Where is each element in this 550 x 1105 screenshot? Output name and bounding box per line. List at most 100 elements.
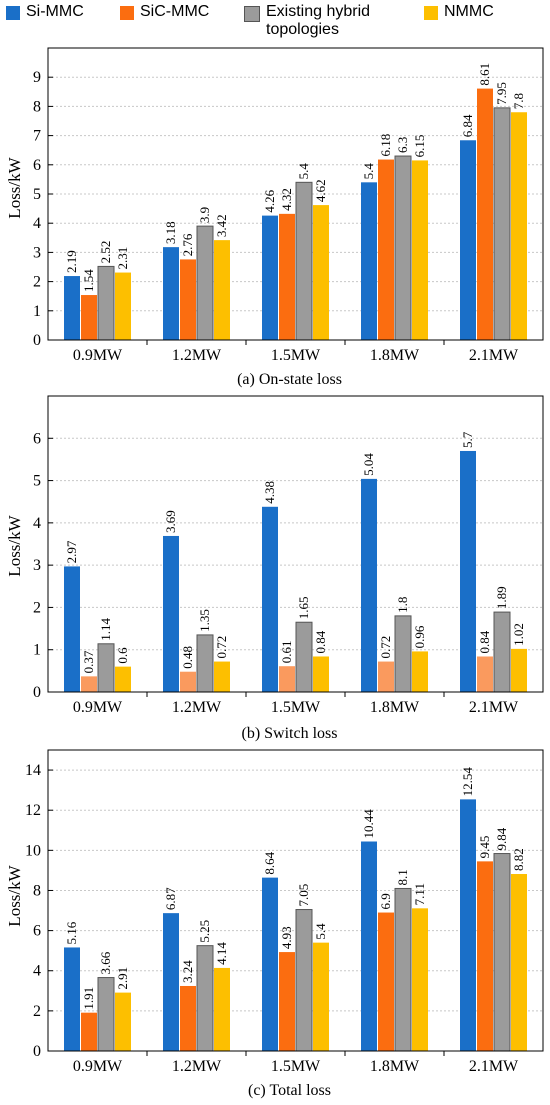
- x-tick-label-1-5mw: 1.5MW: [271, 1058, 321, 1075]
- data-label-sic-mmc-1-8mw: 6.9: [378, 893, 393, 909]
- data-label-nmmc-2-1mw: 7.8: [511, 93, 526, 109]
- bar-sic-mmc-1-5mw: [279, 952, 295, 1051]
- bar-sic-mmc-0-9mw: [81, 295, 97, 340]
- data-label-si-mmc-1-5mw: 4.38: [262, 481, 277, 504]
- data-label-sic-mmc-0-9mw: 0.37: [81, 650, 96, 673]
- x-tick-label-1-8mw: 1.8MW: [370, 699, 420, 716]
- bar-si-mmc-0-9mw: [64, 566, 80, 692]
- bar-nmmc-1-2mw: [214, 661, 230, 692]
- data-label-si-mmc-1-8mw: 5.4: [361, 163, 376, 180]
- y-tick-label: 4: [33, 515, 41, 532]
- data-label-nmmc-1-2mw: 0.72: [214, 636, 229, 659]
- y-tick-label: 5: [33, 186, 41, 203]
- data-label-sic-mmc-1-8mw: 6.18: [378, 134, 393, 157]
- data-label-existing-hybrid-topologies-1-2mw: 3.9: [197, 207, 212, 223]
- x-tick-label-2-1mw: 2.1MW: [469, 699, 519, 716]
- data-label-sic-mmc-1-5mw: 0.61: [279, 640, 294, 663]
- y-tick-label: 3: [33, 244, 41, 261]
- y-tick-label: 1: [33, 303, 41, 320]
- bar-sic-mmc-1-8mw: [378, 159, 394, 340]
- legend-item-nmmc: NMMC: [424, 3, 494, 21]
- data-label-existing-hybrid-topologies-0-9mw: 2.52: [98, 241, 113, 264]
- bar-si-mmc-1-8mw: [361, 182, 377, 340]
- bar-sic-mmc-0-9mw: [81, 1012, 97, 1051]
- data-label-sic-mmc-2-1mw: 9.45: [477, 836, 492, 859]
- bar-sic-mmc-2-1mw: [477, 88, 493, 340]
- data-label-existing-hybrid-topologies-0-9mw: 1.14: [98, 618, 113, 641]
- bar-nmmc-1-8mw: [412, 160, 428, 340]
- bar-nmmc-1-8mw: [412, 908, 428, 1051]
- bar-si-mmc-2-1mw: [460, 140, 476, 340]
- data-label-sic-mmc-1-2mw: 3.24: [180, 960, 195, 983]
- data-label-sic-mmc-1-2mw: 0.48: [180, 646, 195, 669]
- bar-sic-mmc-1-2mw: [180, 259, 196, 340]
- x-tick-label-1-2mw: 1.2MW: [172, 347, 222, 364]
- y-tick-label: 6: [33, 430, 41, 447]
- data-label-sic-mmc-1-5mw: 4.93: [279, 926, 294, 949]
- x-tick-label-0-9mw: 0.9MW: [73, 347, 123, 364]
- data-label-existing-hybrid-topologies-1-2mw: 5.25: [197, 920, 212, 943]
- y-axis-label: Loss/kW: [5, 514, 24, 576]
- bar-existing-hybrid-topologies-1-2mw: [196, 225, 214, 341]
- data-label-nmmc-1-5mw: 4.62: [313, 179, 328, 202]
- bar-si-mmc-2-1mw: [460, 799, 476, 1051]
- data-label-sic-mmc-2-1mw: 0.84: [477, 630, 492, 653]
- data-label-si-mmc-2-1mw: 6.84: [460, 114, 475, 137]
- y-tick-label: 9: [33, 69, 41, 86]
- bar-sic-mmc-1-8mw: [378, 912, 394, 1051]
- bar-existing-hybrid-topologies-0-9mw: [97, 265, 115, 341]
- bar-nmmc-0-9mw: [115, 992, 131, 1051]
- bar-existing-hybrid-topologies-2-1mw: [493, 107, 511, 341]
- x-tick-label-0-9mw: 0.9MW: [73, 1058, 123, 1075]
- y-tick-label: 8: [33, 98, 41, 115]
- data-label-existing-hybrid-topologies-1-5mw: 7.05: [296, 884, 311, 907]
- legend-label-si-mmc: Si-MMC: [26, 3, 84, 20]
- chart-panel-3: 5.16 1.913.662.91 0.9MW 6.87 3.24 5.254.14 1.2…: [5, 749, 544, 1099]
- data-label-nmmc-1-8mw: 6.15: [412, 135, 427, 158]
- plot-frame: [47, 47, 544, 341]
- data-label-nmmc-1-8mw: 7.11: [412, 883, 427, 905]
- x-tick-label-1-2mw: 1.2MW: [172, 699, 222, 716]
- chart-panel-2: 2.970.371.140.60.9MW3.690.481.350.721.2M…: [5, 395, 544, 742]
- data-label-nmmc-0-9mw: 0.6: [115, 647, 130, 664]
- y-tick-label: 8: [33, 882, 41, 899]
- data-label-nmmc-1-5mw: 5.4: [313, 923, 328, 940]
- bar-existing-hybrid-topologies-1-8mw: [394, 155, 412, 341]
- bar-existing-hybrid-topologies-1-2mw: [196, 634, 214, 693]
- data-label-si-mmc-1-8mw: 10.44: [361, 809, 376, 839]
- bar-si-mmc-0-9mw: [64, 947, 80, 1051]
- legend-label-existing-hybrid: Existing hybrid topologies: [266, 3, 371, 38]
- data-label-sic-mmc-0-9mw: 1.54: [81, 269, 96, 292]
- bar-existing-hybrid-topologies-1-8mw: [394, 615, 412, 693]
- data-label-si-mmc-0-9mw: 5.16: [64, 921, 79, 944]
- data-label-existing-hybrid-topologies-0-9mw: 3.66: [98, 951, 113, 974]
- bar-nmmc-1-5mw: [313, 205, 329, 340]
- data-label-existing-hybrid-topologies-2-1mw: 9.84: [494, 827, 509, 850]
- bar-nmmc-1-2mw: [214, 967, 230, 1051]
- bar-si-mmc-1-5mw: [262, 506, 278, 692]
- bar-nmmc-1-5mw: [313, 942, 329, 1051]
- chart-panel-1: 2.191.542.52 2.31 0.9MW 3.182.763.9 3.42 1.2M…: [5, 47, 544, 388]
- bar-si-mmc-1-2mw: [163, 535, 179, 692]
- x-tick-label-1-2mw: 1.2MW: [172, 1058, 222, 1075]
- data-label-si-mmc-2-1mw: 12.54: [460, 767, 475, 797]
- data-label-nmmc-0-9mw: 2.31: [115, 247, 130, 270]
- legend-swatch-nmmc: [424, 6, 438, 20]
- x-tick-label-0-9mw: 0.9MW: [73, 699, 123, 716]
- y-tick-label: 12: [25, 802, 41, 819]
- bar-existing-hybrid-topologies-1-5mw: [295, 909, 313, 1052]
- legend-item-si-mmc: Si-MMC: [6, 3, 84, 21]
- data-label-existing-hybrid-topologies-1-5mw: 5.4: [296, 163, 311, 180]
- bar-existing-hybrid-topologies-2-1mw: [493, 611, 511, 693]
- bar-si-mmc-1-5mw: [262, 877, 278, 1051]
- x-tick-label-1-5mw: 1.5MW: [271, 347, 321, 364]
- bar-sic-mmc-2-1mw: [477, 861, 493, 1051]
- plot-frame: [47, 749, 544, 1052]
- data-label-si-mmc-1-2mw: 6.87: [163, 887, 178, 910]
- bar-nmmc-0-9mw: [115, 666, 131, 692]
- bar-si-mmc-1-8mw: [361, 841, 377, 1051]
- bar-nmmc-0-9mw: [115, 272, 131, 340]
- x-tick-label-2-1mw: 2.1MW: [469, 1058, 519, 1075]
- bar-si-mmc-1-2mw: [163, 913, 179, 1051]
- bar-existing-hybrid-topologies-1-5mw: [295, 621, 313, 693]
